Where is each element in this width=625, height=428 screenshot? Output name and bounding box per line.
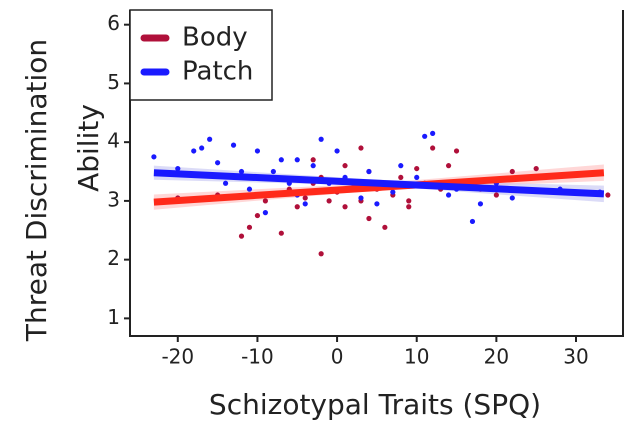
point — [294, 157, 300, 163]
point — [533, 165, 539, 172]
point — [294, 204, 300, 210]
point — [222, 180, 229, 186]
point — [302, 201, 308, 207]
y-axis-label: Ability — [72, 104, 105, 192]
point — [605, 192, 611, 198]
point — [509, 195, 515, 201]
point — [278, 230, 284, 236]
x-tick-label: -10 — [241, 345, 274, 369]
point — [199, 145, 205, 151]
x-tick-label: 20 — [484, 345, 509, 369]
point — [342, 204, 348, 210]
point — [390, 189, 396, 195]
point — [342, 163, 348, 169]
y-axis-label: Threat Discrimination — [20, 39, 53, 342]
y-tick-label: 5 — [107, 70, 120, 94]
point — [310, 163, 316, 169]
point — [406, 204, 412, 210]
point — [254, 212, 261, 219]
point — [215, 160, 221, 166]
point — [262, 198, 268, 204]
point — [278, 157, 284, 163]
x-tick-label: 30 — [563, 345, 588, 369]
point — [406, 198, 412, 204]
point — [493, 192, 499, 198]
point — [445, 163, 452, 169]
point — [430, 145, 436, 151]
point — [270, 168, 276, 175]
legend-label: Patch — [182, 57, 253, 87]
point — [414, 174, 420, 181]
point — [398, 163, 404, 169]
y-tick-label: 6 — [107, 11, 120, 35]
y-tick-label: 3 — [107, 187, 120, 211]
point — [230, 142, 237, 148]
legend-label: Body — [182, 23, 248, 53]
point — [151, 154, 157, 160]
y-tick-label: 2 — [107, 246, 120, 270]
point — [509, 168, 515, 175]
point — [366, 215, 372, 222]
y-tick-label: 1 — [107, 305, 120, 329]
point — [302, 195, 308, 201]
point — [326, 198, 332, 204]
x-axis-label: Schizotypal Traits (SPQ) — [209, 388, 541, 421]
point — [191, 148, 197, 154]
point — [453, 148, 460, 154]
point — [238, 168, 245, 175]
point — [430, 130, 436, 136]
fit-line — [153, 169, 605, 206]
fit-line — [153, 169, 605, 198]
axis-frame — [129, 10, 624, 337]
x-tick-label: 0 — [331, 345, 344, 369]
point — [469, 218, 476, 225]
point — [414, 165, 420, 172]
point — [207, 136, 213, 142]
point — [334, 148, 340, 154]
point — [254, 148, 261, 154]
y-tick-label: 4 — [107, 129, 120, 153]
point — [318, 136, 324, 142]
point — [374, 201, 380, 207]
point — [358, 195, 364, 201]
point — [358, 145, 364, 151]
point — [246, 186, 253, 192]
point — [238, 233, 245, 239]
point — [398, 174, 404, 181]
point — [246, 224, 253, 230]
legend-box — [129, 9, 273, 101]
x-tick-label: -20 — [161, 345, 194, 369]
point — [382, 224, 388, 230]
point — [445, 192, 452, 198]
point — [318, 251, 324, 257]
point — [262, 210, 268, 216]
point — [310, 157, 316, 163]
x-tick-label: 10 — [404, 345, 429, 369]
point — [422, 133, 428, 139]
point — [477, 201, 484, 207]
point — [175, 165, 181, 172]
point — [366, 168, 372, 175]
